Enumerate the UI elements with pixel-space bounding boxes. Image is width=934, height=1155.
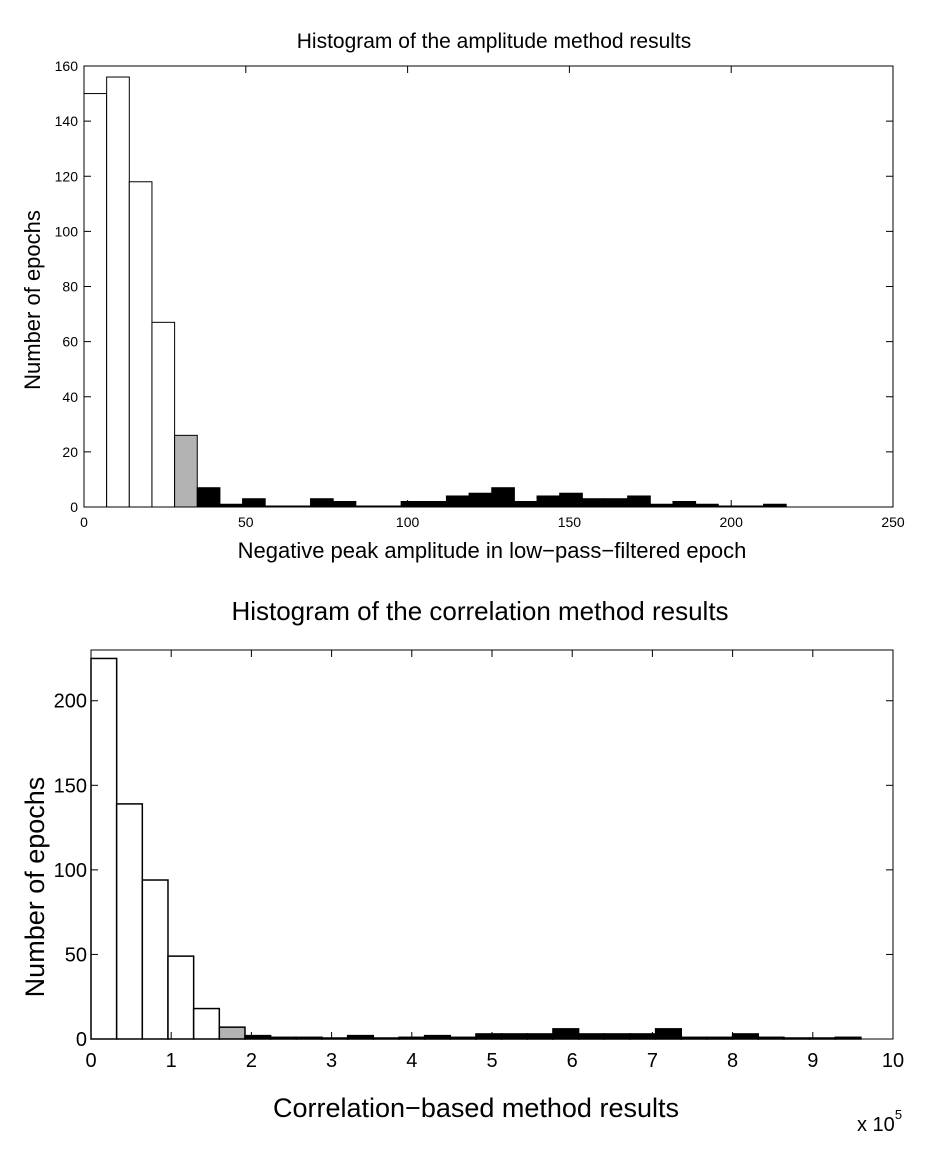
histogram-bar xyxy=(423,500,447,508)
x-tick-label: 100 xyxy=(396,514,420,530)
y-tick-label: 0 xyxy=(70,499,78,515)
histogram-bar xyxy=(332,500,357,508)
y-tick-label: 100 xyxy=(55,223,79,239)
x-tick-label: 0 xyxy=(80,514,88,530)
y-tick-label: 20 xyxy=(62,444,78,460)
histogram-bar xyxy=(90,657,118,1040)
y-tick-label: 80 xyxy=(62,279,78,295)
histogram-bar xyxy=(196,487,221,508)
histogram-bar xyxy=(672,500,697,508)
histogram-bar xyxy=(167,955,195,1040)
histogram-bar xyxy=(491,487,515,508)
chart2-x-axis-label: Correlation−based method results xyxy=(273,1093,679,1123)
y-tick-label: 60 xyxy=(62,334,78,350)
y-tick-label: 140 xyxy=(55,113,79,129)
x-tick-label: 250 xyxy=(881,514,905,530)
histogram-bar xyxy=(445,495,470,508)
histogram-bar xyxy=(310,498,334,508)
chart1-y-ticks: 0 20 40 60 80 100 120 140 160 xyxy=(55,58,893,515)
histogram-bar xyxy=(128,181,153,508)
histogram-bar xyxy=(346,1034,375,1040)
x-tick-label: 200 xyxy=(720,514,744,530)
histogram-bar xyxy=(731,1033,760,1040)
histogram-bar xyxy=(83,93,108,508)
x-tick-label: 7 xyxy=(647,1050,658,1072)
correlation-histogram-chart: Histogram of the correlation method resu… xyxy=(20,596,904,1136)
x-tick-label: 6 xyxy=(567,1050,578,1072)
chart2-title: Histogram of the correlation method resu… xyxy=(231,596,728,626)
chart1-title: Histogram of the amplitude method result… xyxy=(297,30,692,53)
histogram-bar xyxy=(192,1007,221,1040)
x-tick-label: 150 xyxy=(558,514,582,530)
histogram-bar xyxy=(552,1028,580,1040)
y-tick-label: 200 xyxy=(54,691,87,713)
histogram-bar xyxy=(536,495,561,508)
histogram-bar xyxy=(604,498,629,508)
chart1-bars xyxy=(83,76,787,508)
histogram-bar xyxy=(513,500,538,508)
histogram-bar xyxy=(603,1033,631,1040)
y-tick-label: 160 xyxy=(55,58,79,74)
amplitude-histogram-chart: Histogram of the amplitude method result… xyxy=(20,30,905,563)
x-tick-label: 9 xyxy=(807,1050,818,1072)
histogram-bar xyxy=(475,1033,503,1040)
chart2-bars xyxy=(90,657,862,1040)
chart2-y-axis-label: Number of epochs xyxy=(20,777,50,998)
x-tick-label: 0 xyxy=(85,1050,96,1072)
histogram-bar xyxy=(423,1034,452,1040)
histogram-bar xyxy=(218,1026,246,1040)
chart1-plot-frame xyxy=(83,65,894,508)
histogram-bar xyxy=(654,1028,683,1040)
y-tick-label: 0 xyxy=(76,1029,87,1051)
histogram-bar xyxy=(174,434,198,508)
histogram-bar xyxy=(581,498,606,508)
x-tick-label: 2 xyxy=(246,1050,257,1072)
y-tick-label: 40 xyxy=(62,389,78,405)
y-tick-label: 100 xyxy=(54,860,87,882)
x-tick-label: 10 xyxy=(882,1050,904,1072)
x-tick-label: 1 xyxy=(166,1050,177,1072)
chart2-x-multiplier: x 105 xyxy=(857,1107,902,1136)
histogram-bar xyxy=(115,803,144,1040)
y-tick-label: 120 xyxy=(55,168,79,184)
x-tick-label: 4 xyxy=(406,1050,417,1072)
histogram-bar xyxy=(106,76,130,508)
chart2-plot-frame xyxy=(90,649,894,1040)
y-tick-label: 150 xyxy=(54,775,87,797)
chart1-x-axis-label: Negative peak amplitude in low−pass−filt… xyxy=(238,538,747,563)
chart2-x-multiplier-exponent: 5 xyxy=(895,1107,902,1122)
histogram-bar xyxy=(141,879,169,1040)
x-tick-label: 50 xyxy=(238,514,254,530)
histogram-bar xyxy=(559,492,583,508)
histogram-bar xyxy=(468,492,493,508)
histogram-bar xyxy=(577,1033,606,1040)
histogram-bar xyxy=(500,1033,529,1040)
histogram-bar xyxy=(400,500,425,508)
histogram-bar xyxy=(151,321,176,508)
chart1-x-ticks: 0 50 100 150 200 250 xyxy=(80,66,905,530)
y-tick-label: 50 xyxy=(65,944,87,966)
x-tick-label: 5 xyxy=(486,1050,497,1072)
chart1-y-axis-label: Number of epochs xyxy=(20,210,45,390)
x-tick-label: 3 xyxy=(326,1050,337,1072)
chart2-x-ticks: 0 1 2 3 4 5 6 7 8 9 10 xyxy=(85,650,904,1072)
chart2-x-multiplier-base: x 10 xyxy=(857,1114,895,1136)
histogram-bar xyxy=(526,1033,554,1040)
histogram-bar xyxy=(244,1034,272,1040)
chart2-y-ticks: 0 50 100 150 200 xyxy=(54,691,893,1051)
histogram-bar xyxy=(627,495,651,508)
histogram-bar xyxy=(629,1033,657,1040)
x-tick-label: 8 xyxy=(727,1050,738,1072)
